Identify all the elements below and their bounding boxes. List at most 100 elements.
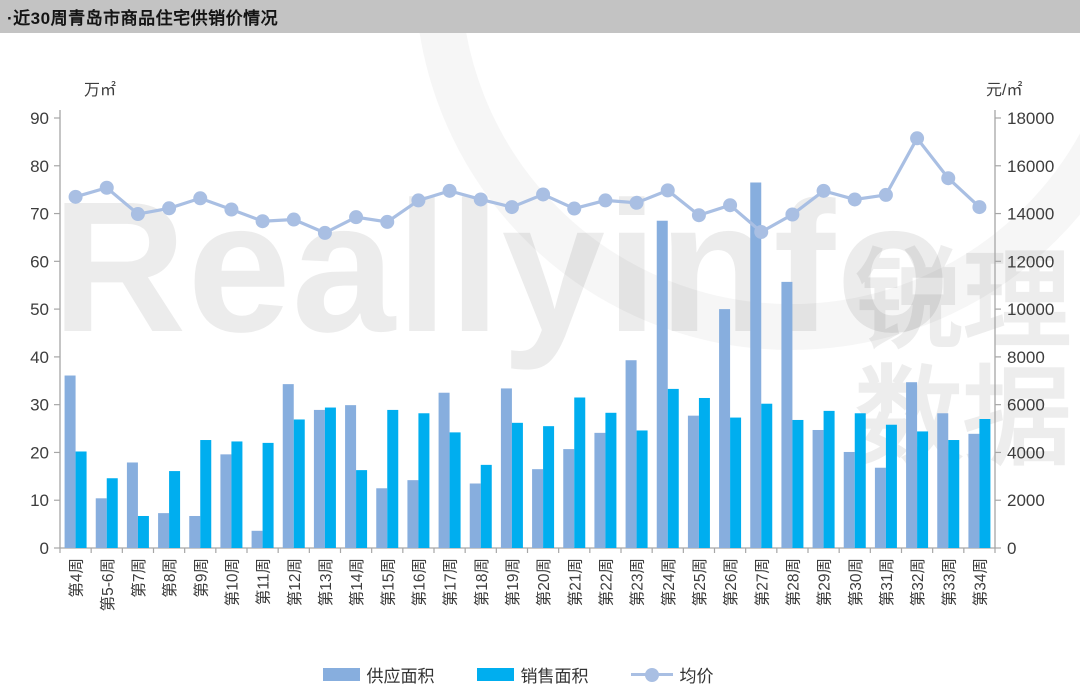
x-axis-category-label: 第34周: [971, 558, 989, 606]
price-marker: [536, 187, 551, 202]
left-axis-tick-label: 50: [30, 300, 49, 319]
sales-bar: [823, 410, 835, 548]
sales-bar: [418, 413, 430, 548]
price-marker: [255, 214, 270, 229]
sales-bar: [262, 442, 274, 548]
price-marker: [816, 183, 831, 198]
supply-bar: [750, 182, 762, 548]
price-marker: [691, 208, 706, 223]
legend-label-supply: 供应面积: [366, 667, 435, 686]
x-axis-category-label: 第23周: [629, 558, 647, 606]
supply-bar: [189, 515, 201, 548]
sales-bar: [106, 478, 118, 548]
x-axis-category-label: 第26周: [722, 558, 740, 606]
supply-bar: [64, 375, 76, 548]
x-axis-category-label: 第25周: [691, 558, 709, 606]
supply-bar: [469, 483, 481, 548]
x-axis-category-label: 第30周: [847, 558, 865, 606]
price-marker: [878, 187, 893, 202]
sales-bar: [605, 412, 617, 548]
sales-bar: [324, 407, 336, 548]
price-marker: [224, 202, 239, 217]
x-axis-category-label: 第33周: [940, 558, 958, 606]
price-marker: [723, 198, 738, 213]
x-axis-category-label: 第14周: [348, 558, 366, 606]
price-marker: [598, 193, 613, 208]
right-axis-tick-label: 18000: [1007, 109, 1054, 128]
supply-bar: [438, 392, 450, 548]
sales-bar: [356, 470, 368, 548]
x-axis-category-label: 第15周: [379, 558, 397, 606]
x-axis-category-label: 第28周: [784, 558, 802, 606]
price-marker: [68, 189, 83, 204]
x-axis-category-label: 第11周: [255, 558, 273, 605]
supply-bar: [126, 462, 138, 548]
supply-bar: [781, 281, 793, 548]
right-axis-tick-label: 2000: [1007, 491, 1045, 510]
supply-bar: [812, 429, 824, 548]
right-axis-tick-label: 4000: [1007, 443, 1045, 462]
combo-chart-canvas: 万㎡ 元/㎡ 0 10 20 30 40 50 60 70 80 90 0 2000 4000 6000 800…: [30, 81, 1054, 611]
supply-bar: [968, 433, 980, 548]
x-axis-category-label: 第16周: [410, 558, 428, 606]
supply-bar: [687, 415, 699, 548]
right-axis-tick-label: 8000: [1007, 348, 1045, 367]
legend-item-price: 均价: [630, 662, 714, 687]
sales-bar: [792, 419, 804, 548]
left-axis-tick-label: 20: [30, 443, 49, 462]
left-axis-tick-label: 10: [30, 491, 49, 510]
sales-bar: [137, 515, 149, 548]
sales-bar: [231, 441, 243, 548]
price-marker: [629, 195, 644, 210]
x-axis-category-label: 第4周: [68, 558, 86, 598]
right-axis-tick-label: 12000: [1007, 252, 1054, 271]
left-axis-tick-label: 0: [40, 539, 49, 558]
right-axis-tick-label: 0: [1007, 539, 1016, 558]
x-axis-category-label: 第32周: [909, 558, 927, 606]
price-marker: [785, 207, 800, 222]
right-axis-unit: 元/㎡: [986, 81, 1022, 99]
sales-bar: [667, 388, 679, 548]
legend-label-price: 均价: [679, 667, 714, 686]
title-bar: ·近30周青岛市商品住宅供销价情况: [0, 0, 1080, 33]
x-axis-category-label: 第29周: [816, 558, 834, 606]
supply-bar: [656, 220, 668, 548]
supply-swatch: [322, 668, 360, 681]
price-marker: [754, 224, 769, 239]
price-marker: [286, 212, 301, 227]
supply-bar: [906, 382, 918, 548]
x-axis-category-label: 第8周: [161, 558, 179, 598]
x-axis-category-label: 第24周: [660, 558, 678, 606]
x-axis-category-label: 第22周: [597, 558, 615, 606]
supply-bar: [625, 360, 637, 548]
sales-bar: [761, 403, 773, 548]
price-marker: [567, 201, 582, 216]
price-marker: [349, 210, 364, 225]
left-axis-tick-label: 60: [30, 252, 49, 271]
price-marker: [442, 183, 457, 198]
x-axis-category-label: 第20周: [535, 558, 553, 606]
x-axis-category-label: 第31周: [878, 558, 896, 606]
sales-bar: [948, 440, 960, 548]
sales-bar: [480, 464, 492, 548]
sales-bar: [574, 397, 586, 548]
x-axis-category-label: 第10周: [223, 558, 241, 606]
supply-bar: [874, 467, 886, 548]
supply-bar: [158, 513, 170, 548]
supply-bar: [345, 405, 357, 548]
x-axis-category-label: 第12周: [286, 558, 304, 606]
sales-bar: [387, 409, 399, 548]
right-axis-tick-label: 14000: [1007, 205, 1054, 224]
x-axis-category-label: 第7周: [130, 558, 148, 598]
sales-bar: [854, 413, 866, 548]
supply-bar: [407, 480, 419, 548]
x-axis-category-label: 第9周: [192, 558, 210, 598]
right-axis-tick-label: 6000: [1007, 396, 1045, 415]
sales-bar: [730, 417, 742, 548]
supply-bar: [937, 413, 949, 548]
sales-bar: [511, 422, 523, 548]
price-marker: [162, 201, 177, 216]
price-line-swatch: [630, 667, 673, 682]
sales-bar: [449, 432, 461, 548]
x-axis-category-label: 第21周: [566, 558, 584, 606]
